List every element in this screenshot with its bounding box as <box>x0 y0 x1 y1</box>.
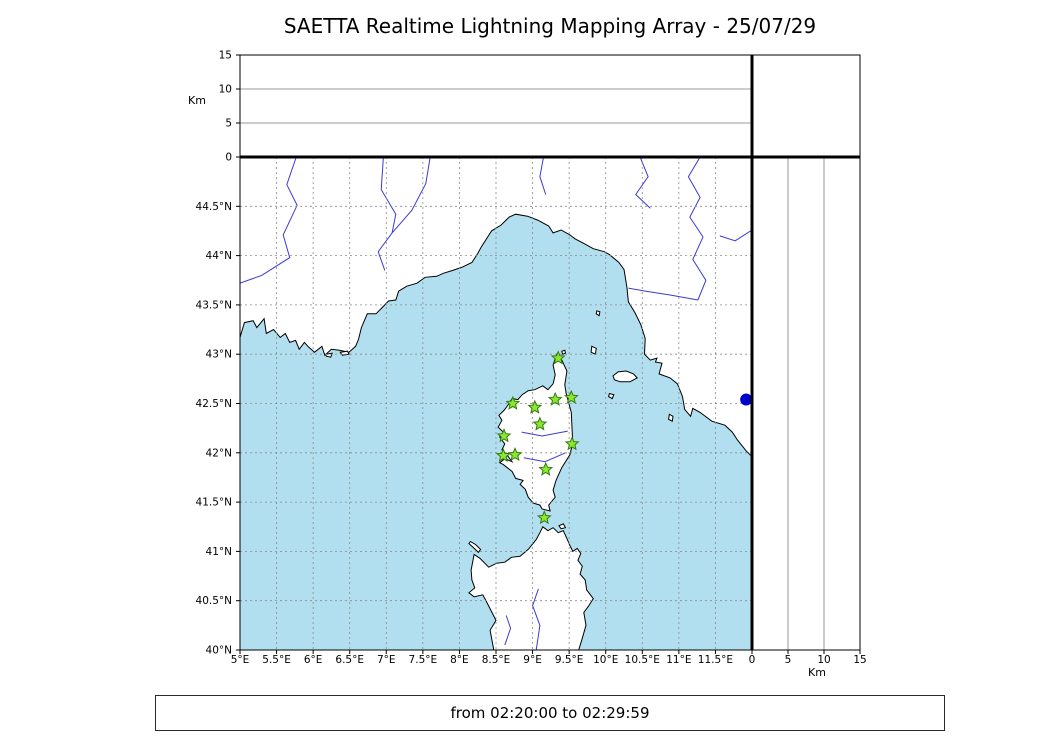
alt-lat-panel-frame <box>751 156 861 651</box>
alt-tick-label-right: 0 <box>749 654 756 666</box>
station-marker <box>547 391 563 406</box>
station-marker <box>550 350 566 365</box>
time-range-label: from 02:20:00 to 02:29:59 <box>450 704 650 722</box>
figure-title: SAETTA Realtime Lightning Mapping Array … <box>283 14 817 38</box>
lon-tick-label: 6°E <box>304 654 323 666</box>
river <box>628 287 698 301</box>
lon-tick-label: 5°E <box>231 654 250 666</box>
lat-tick-label: 43.5°N <box>196 299 232 311</box>
river <box>687 157 707 301</box>
island-capraia <box>590 345 597 355</box>
lat-tick-label: 44°N <box>206 250 232 262</box>
alt-tick-label-top: 5 <box>225 118 232 130</box>
lon-tick-label: 11.5°E <box>698 654 733 666</box>
lat-tick-label: 44.5°N <box>196 201 232 213</box>
lon-tick-label: 10°E <box>593 654 618 666</box>
lon-tick-label: 8°E <box>450 654 469 666</box>
lat-tick-label: 40.5°N <box>196 595 232 607</box>
lon-tick-label: 8.5°E <box>482 654 511 666</box>
island-giraglia <box>561 349 567 355</box>
lon-tick-label: 11°E <box>666 654 691 666</box>
map-content <box>240 157 752 650</box>
station-marker <box>538 461 554 476</box>
sardinia-coast <box>468 526 594 650</box>
station-marker <box>536 510 552 525</box>
corsica-coast <box>497 353 574 512</box>
station-marker <box>505 395 521 410</box>
river <box>391 157 431 234</box>
corner-panel-frame <box>751 54 861 158</box>
island-maddalena <box>558 523 567 530</box>
alt-tick-label-top: 10 <box>219 84 232 96</box>
lat-tick-label: 42°N <box>206 447 232 459</box>
island-asinara <box>468 540 482 554</box>
alt-tick-label-top: 0 <box>225 152 232 164</box>
island-pianosa <box>608 393 615 400</box>
lat-tick-label: 41.5°N <box>196 497 232 509</box>
alt-tick-label-right: 5 <box>785 654 792 666</box>
alt-tick-label-right: 15 <box>853 654 866 666</box>
island-gorgona <box>595 310 601 317</box>
lon-tick-label: 7.5°E <box>409 654 438 666</box>
river <box>240 157 298 284</box>
alt-tick-label-right: 10 <box>817 654 830 666</box>
river <box>532 588 541 650</box>
lon-tick-label: 5.5°E <box>262 654 291 666</box>
lon-tick-label: 9°E <box>523 654 542 666</box>
lat-tick-label: 42.5°N <box>196 398 232 410</box>
lon-tick-label: 9.5°E <box>555 654 584 666</box>
lat-tick-label: 40°N <box>206 645 232 657</box>
time-range-bar: from 02:20:00 to 02:29:59 <box>155 695 945 731</box>
river <box>523 452 566 463</box>
station-marker <box>496 428 512 443</box>
station-marker <box>495 447 511 463</box>
river <box>380 157 397 233</box>
station-marker <box>507 446 523 462</box>
station-marker <box>527 399 543 414</box>
alt-tick-label-top: 15 <box>219 50 232 62</box>
station-marker <box>564 436 580 451</box>
island-elba <box>612 370 639 383</box>
island-giglio <box>668 413 674 422</box>
station-marker <box>532 416 548 431</box>
river <box>539 157 547 195</box>
lon-tick-label: 6.5°E <box>335 654 364 666</box>
alt-lon-panel-frame <box>239 54 753 158</box>
river <box>719 229 752 242</box>
river <box>504 615 512 646</box>
river <box>377 232 393 271</box>
km-unit-label-top: Km <box>188 94 206 107</box>
lat-tick-label: 43°N <box>206 349 232 361</box>
river <box>521 430 568 437</box>
lon-tick-label: 10.5°E <box>625 654 660 666</box>
station-marker <box>563 389 579 404</box>
km-unit-label-right: Km <box>808 666 826 679</box>
lon-tick-label: 7°E <box>377 654 396 666</box>
source-dot <box>740 393 752 406</box>
river <box>635 157 651 209</box>
lat-tick-label: 41°N <box>206 546 232 558</box>
